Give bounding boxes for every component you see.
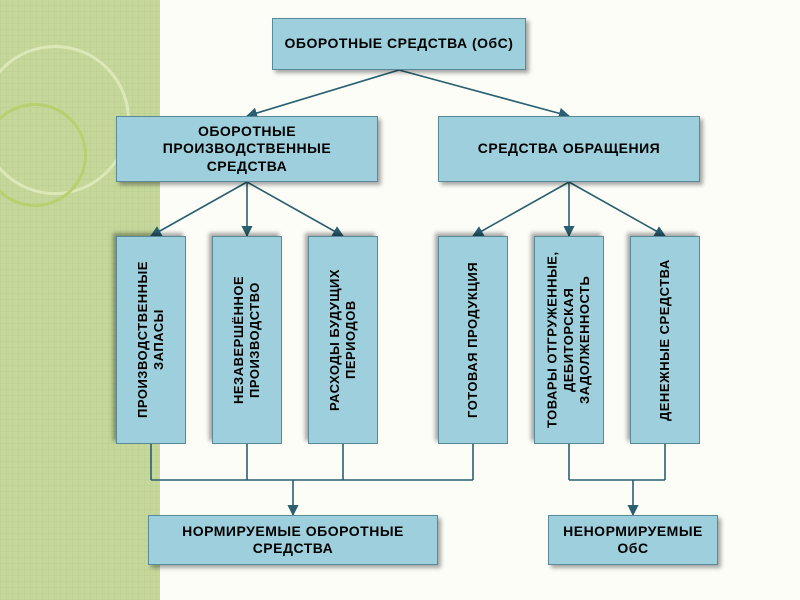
- node-botR-label: НЕНОРМИРУЕМЫЕ ОбС: [553, 523, 713, 558]
- node-v6-label: ДЕНЕЖНЫЕ СРЕДСТВА: [657, 259, 673, 421]
- node-inventory: ПРОИЗВОДСТВЕННЫЕ ЗАПАСЫ: [116, 236, 186, 444]
- node-finished-goods: ГОТОВАЯ ПРОДУКЦИЯ: [438, 236, 508, 444]
- node-production-funds: ОБОРОТНЫЕ ПРОИЗВОДСТВЕННЫЕ СРЕДСТВА: [116, 116, 378, 182]
- node-right-label: СРЕДСТВА ОБРАЩЕНИЯ: [478, 140, 661, 158]
- node-root: ОБОРОТНЫЕ СРЕДСТВА (ОбС): [272, 18, 526, 70]
- node-v4-label: ГОТОВАЯ ПРОДУКЦИЯ: [465, 262, 481, 418]
- node-v1-label: ПРОИЗВОДСТВЕННЫЕ ЗАПАСЫ: [135, 241, 168, 439]
- node-non-normalized: НЕНОРМИРУЕМЫЕ ОбС: [548, 515, 718, 565]
- node-left-label: ОБОРОТНЫЕ ПРОИЗВОДСТВЕННЫЕ СРЕДСТВА: [121, 123, 373, 176]
- node-v5-label: ТОВАРЫ ОТГРУЖЕННЫЕ, ДЕБИТОРСКАЯ ЗАДОЛЖЕН…: [545, 241, 594, 439]
- node-v3-label: РАСХОДЫ БУДУЩИХ ПЕРИОДОВ: [327, 241, 360, 439]
- node-receivables: ТОВАРЫ ОТГРУЖЕННЫЕ, ДЕБИТОРСКАЯ ЗАДОЛЖЕН…: [534, 236, 604, 444]
- node-v2-label: НЕЗАВЕРШЁННОЕ ПРОИЗВОДСТВО: [231, 241, 264, 439]
- node-wip: НЕЗАВЕРШЁННОЕ ПРОИЗВОДСТВО: [212, 236, 282, 444]
- node-root-label: ОБОРОТНЫЕ СРЕДСТВА (ОбС): [285, 35, 514, 53]
- node-normalized: НОРМИРУЕМЫЕ ОБОРОТНЫЕ СРЕДСТВА: [148, 515, 438, 565]
- node-deferred-expenses: РАСХОДЫ БУДУЩИХ ПЕРИОДОВ: [308, 236, 378, 444]
- node-circulation-funds: СРЕДСТВА ОБРАЩЕНИЯ: [438, 116, 700, 182]
- node-botL-label: НОРМИРУЕМЫЕ ОБОРОТНЫЕ СРЕДСТВА: [153, 523, 433, 558]
- node-cash: ДЕНЕЖНЫЕ СРЕДСТВА: [630, 236, 700, 444]
